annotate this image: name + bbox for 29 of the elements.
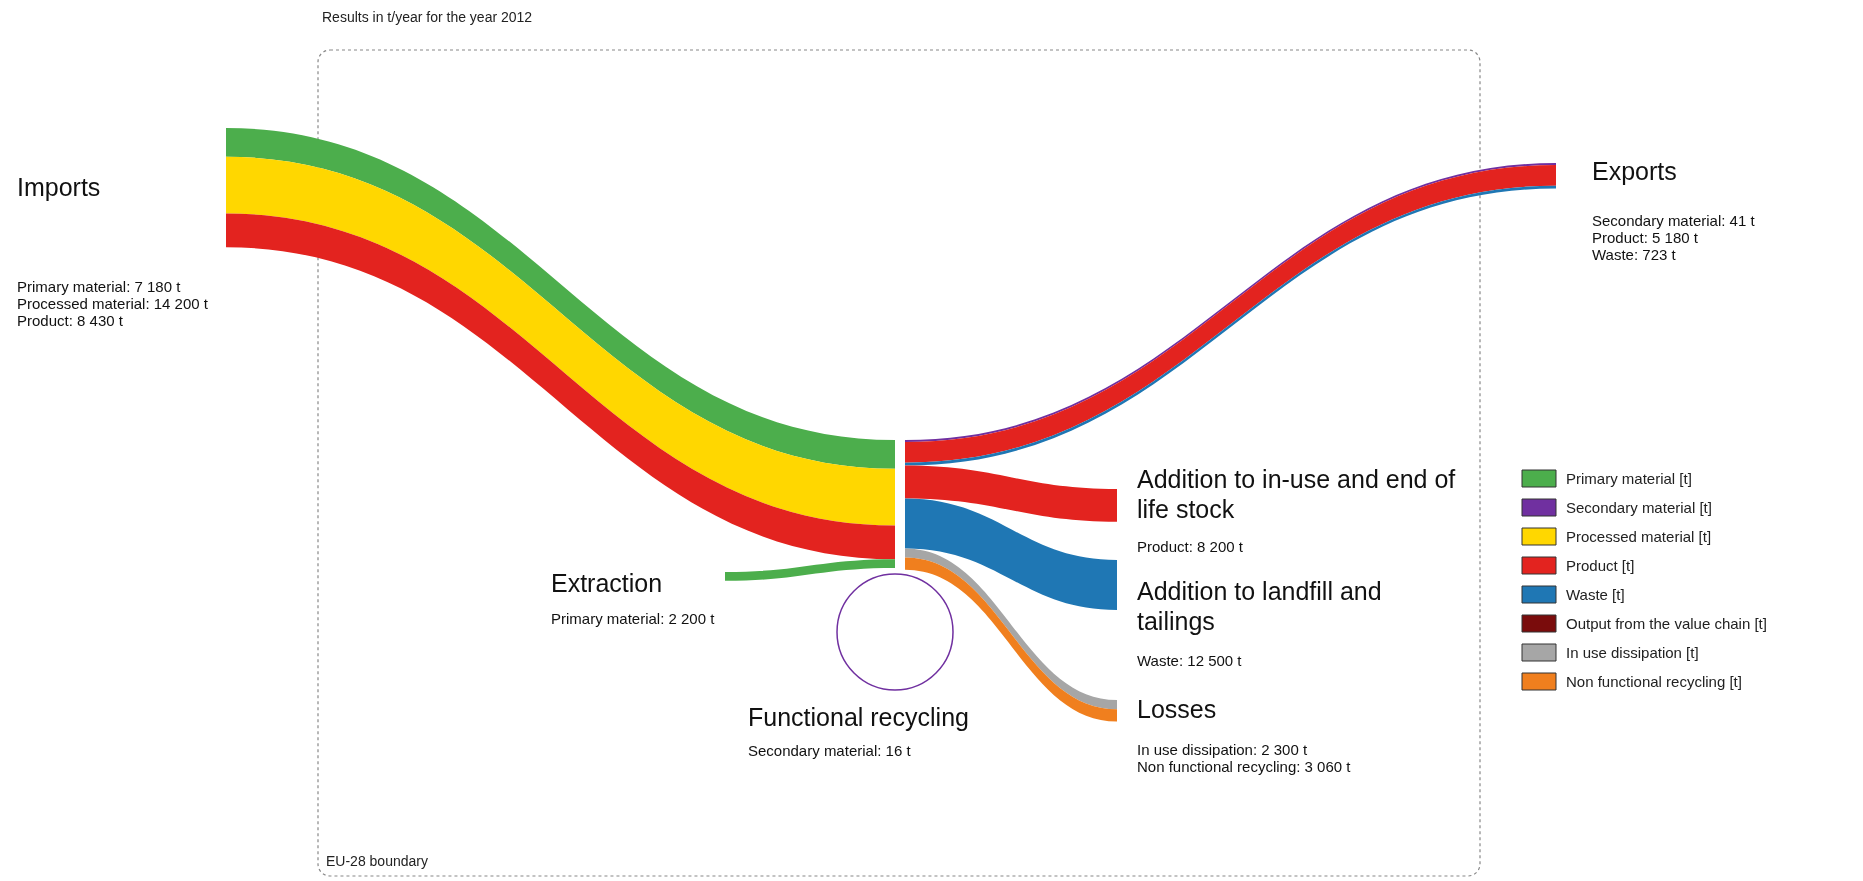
legend-label: Product [t] bbox=[1566, 557, 1635, 574]
legend-label: Secondary material [t] bbox=[1566, 499, 1712, 516]
category-label: Functional recycling bbox=[748, 703, 969, 731]
category-label: Imports bbox=[17, 173, 101, 201]
data-label: Product: 8 200 t bbox=[1137, 538, 1244, 555]
data-label: In use dissipation: 2 300 t bbox=[1137, 741, 1308, 758]
legend-label: Output from the value chain [t] bbox=[1566, 615, 1767, 632]
category-label: Exports bbox=[1592, 157, 1677, 185]
data-label: Secondary material: 16 t bbox=[748, 742, 912, 759]
data-label: Product: 5 180 t bbox=[1592, 229, 1699, 246]
data-label: Processed material: 14 200 t bbox=[17, 295, 209, 312]
data-label: Waste: 12 500 t bbox=[1137, 652, 1243, 669]
category-label: Losses bbox=[1137, 695, 1217, 723]
text: EU-28 boundary bbox=[326, 853, 428, 869]
category-label: Addition to landfill and tailings bbox=[1137, 577, 1382, 635]
legend-label: Non functional recycling [t] bbox=[1566, 673, 1742, 690]
data-label: Primary material: 2 200 t bbox=[551, 610, 716, 627]
text: Results in t/year for the year 2012 bbox=[322, 9, 533, 25]
data-label: Waste: 723 t bbox=[1592, 246, 1677, 263]
data-label: Primary material: 7 180 t bbox=[17, 278, 182, 295]
data-label: Product: 8 430 t bbox=[17, 312, 124, 329]
legend-label: Primary material [t] bbox=[1566, 470, 1692, 487]
legend-label: In use dissipation [t] bbox=[1566, 644, 1699, 661]
data-label: Non functional recycling: 3 060 t bbox=[1137, 758, 1352, 775]
legend-label: Waste [t] bbox=[1566, 586, 1625, 603]
category-label: Extraction bbox=[551, 569, 663, 597]
legend-label: Processed material [t] bbox=[1566, 528, 1712, 545]
data-label: Secondary material: 41 t bbox=[1592, 212, 1756, 229]
category-label: Addition to in-use and end of life stock bbox=[1137, 465, 1456, 523]
